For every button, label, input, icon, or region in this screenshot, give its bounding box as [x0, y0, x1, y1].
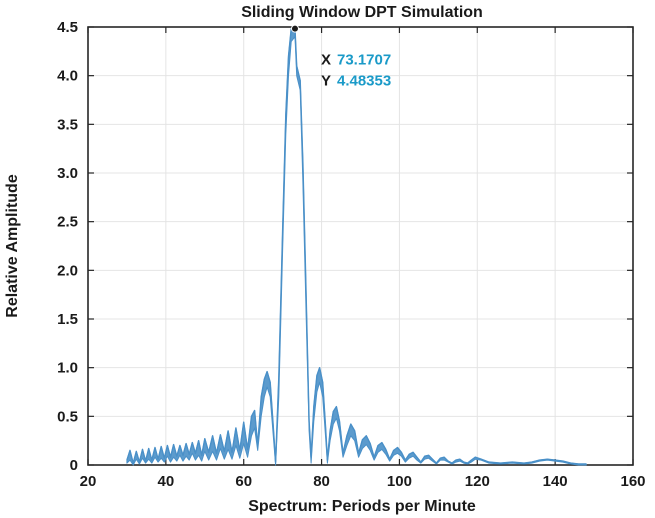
x-tick-label: 60 [235, 473, 252, 490]
plot-frame [87, 26, 634, 466]
datatip[interactable]: X 73.1707 Y 4.48353 [290, 24, 391, 90]
datatip-y-value: 4.48353 [337, 73, 391, 90]
x-tick-label: 160 [620, 473, 645, 490]
y-tick-label: 4.0 [57, 68, 78, 85]
x-tick-label: 80 [313, 473, 330, 490]
x-tick-labels: 20 40 60 80 100 120 140 160 [80, 473, 646, 490]
series-line [126, 28, 587, 465]
x-tick-label: 140 [543, 473, 568, 490]
y-tick-label: 1.5 [57, 311, 78, 328]
y-tick-label: 3.5 [57, 116, 78, 133]
y-axis-title: Relative Amplitude [4, 174, 21, 318]
tick-marks [87, 26, 634, 466]
x-tick-label: 100 [387, 473, 412, 490]
datatip-x-key: X [321, 52, 331, 69]
series-envelope [126, 28, 587, 466]
chart-title: Sliding Window DPT Simulation [241, 4, 483, 21]
y-tick-labels: 0 0.5 1.0 1.5 2.0 2.5 3.0 3.5 4.0 4.5 [57, 19, 78, 474]
y-tick-label: 0 [70, 457, 78, 474]
grid [87, 26, 634, 466]
datatip-marker[interactable] [290, 24, 299, 33]
y-tick-label: 3.0 [57, 165, 78, 182]
datatip-x-value: 73.1707 [337, 52, 391, 69]
x-tick-label: 20 [80, 473, 97, 490]
y-tick-label: 0.5 [57, 408, 78, 425]
x-tick-label: 40 [158, 473, 175, 490]
datatip-y-key: Y [321, 73, 331, 90]
y-tick-label: 4.5 [57, 19, 78, 36]
series-layer [126, 28, 587, 466]
x-axis-title: Spectrum: Periods per Minute [248, 498, 476, 515]
y-tick-label: 2.5 [57, 214, 78, 231]
y-tick-label: 1.0 [57, 360, 78, 377]
x-tick-label: 120 [465, 473, 490, 490]
y-tick-label: 2.0 [57, 262, 78, 279]
